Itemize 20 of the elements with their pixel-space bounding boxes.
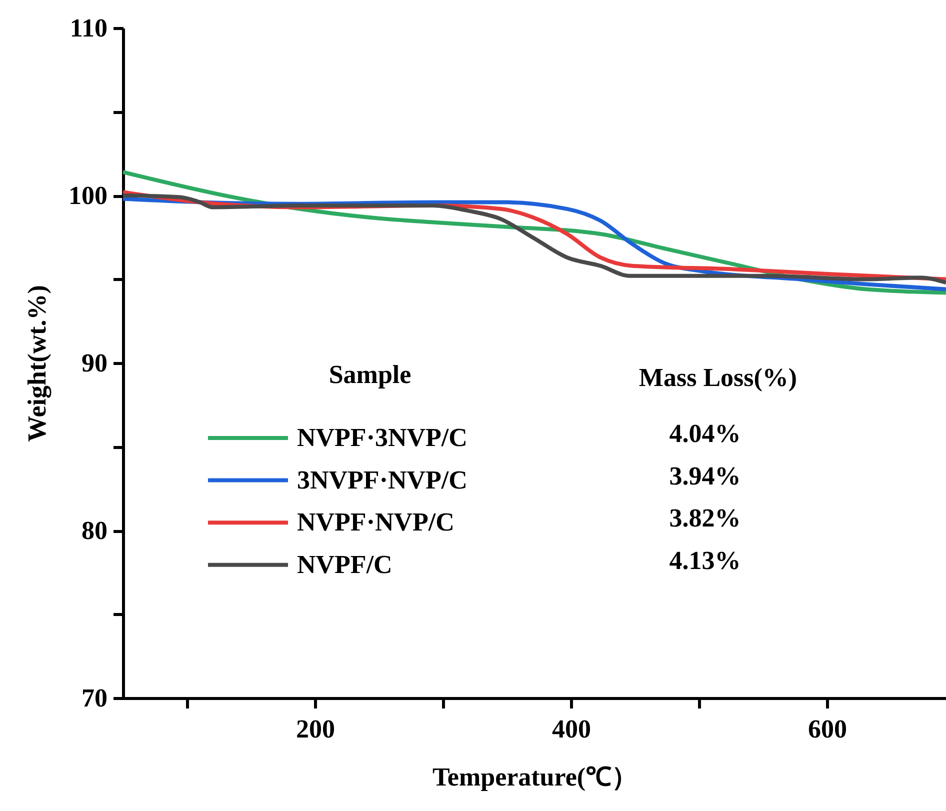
annotation: Mass Loss(%) [638, 363, 798, 392]
y-tick-label: 110 [70, 14, 108, 42]
annotation: 3.94% [669, 461, 741, 490]
legend-label: 3NVPF·NVP/C [297, 465, 468, 494]
y-tick-label: 80 [82, 516, 108, 545]
annotation: 4.04% [669, 419, 741, 448]
annotation: 4.13% [669, 546, 741, 575]
x-tick-label: 600 [808, 714, 847, 744]
y-tick-label: 70 [82, 684, 108, 712]
legend-label: NVPF·3NVP/C [297, 423, 468, 452]
x-axis-title: Temperature(℃） [432, 762, 638, 792]
annotation: 3.82% [669, 504, 741, 533]
legend-title: Sample [328, 360, 412, 389]
y-tick-label: 90 [82, 348, 108, 378]
y-tick-label: 100 [68, 181, 108, 210]
legend-label: NVPF/C [297, 550, 392, 579]
legend-label: NVPF·NVP/C [297, 508, 454, 537]
x-tick-label: 200 [296, 714, 335, 744]
y-axis-title: Weight(wt.%) [22, 285, 52, 442]
x-tick-label: 400 [552, 714, 591, 744]
